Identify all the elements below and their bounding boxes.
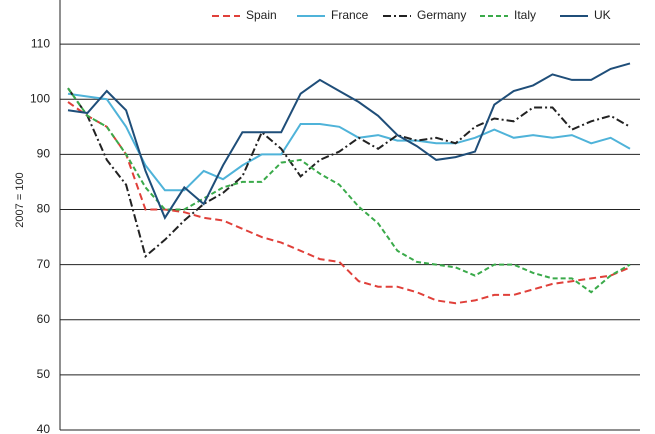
y-tick-label: 70 xyxy=(37,257,51,271)
line-series xyxy=(67,62,631,220)
legend-label: Italy xyxy=(514,8,536,22)
legend-label: France xyxy=(331,8,369,22)
legend-label: Spain xyxy=(246,8,277,22)
legend-label: Germany xyxy=(417,8,466,22)
line-series xyxy=(67,92,631,192)
y-tick-label: 110 xyxy=(31,36,50,50)
y-tick-label: 60 xyxy=(37,312,51,326)
y-tick-label: 90 xyxy=(37,147,51,161)
y-tick-label: 50 xyxy=(37,367,51,381)
legend-label: UK xyxy=(594,8,611,22)
y-tick-label: 40 xyxy=(37,422,51,434)
y-tick-label: 80 xyxy=(37,202,51,216)
y-tick-label: 100 xyxy=(30,91,50,105)
y-axis-label: 2007 = 100 xyxy=(14,172,26,227)
line-series xyxy=(67,87,631,259)
line-series xyxy=(67,87,631,294)
